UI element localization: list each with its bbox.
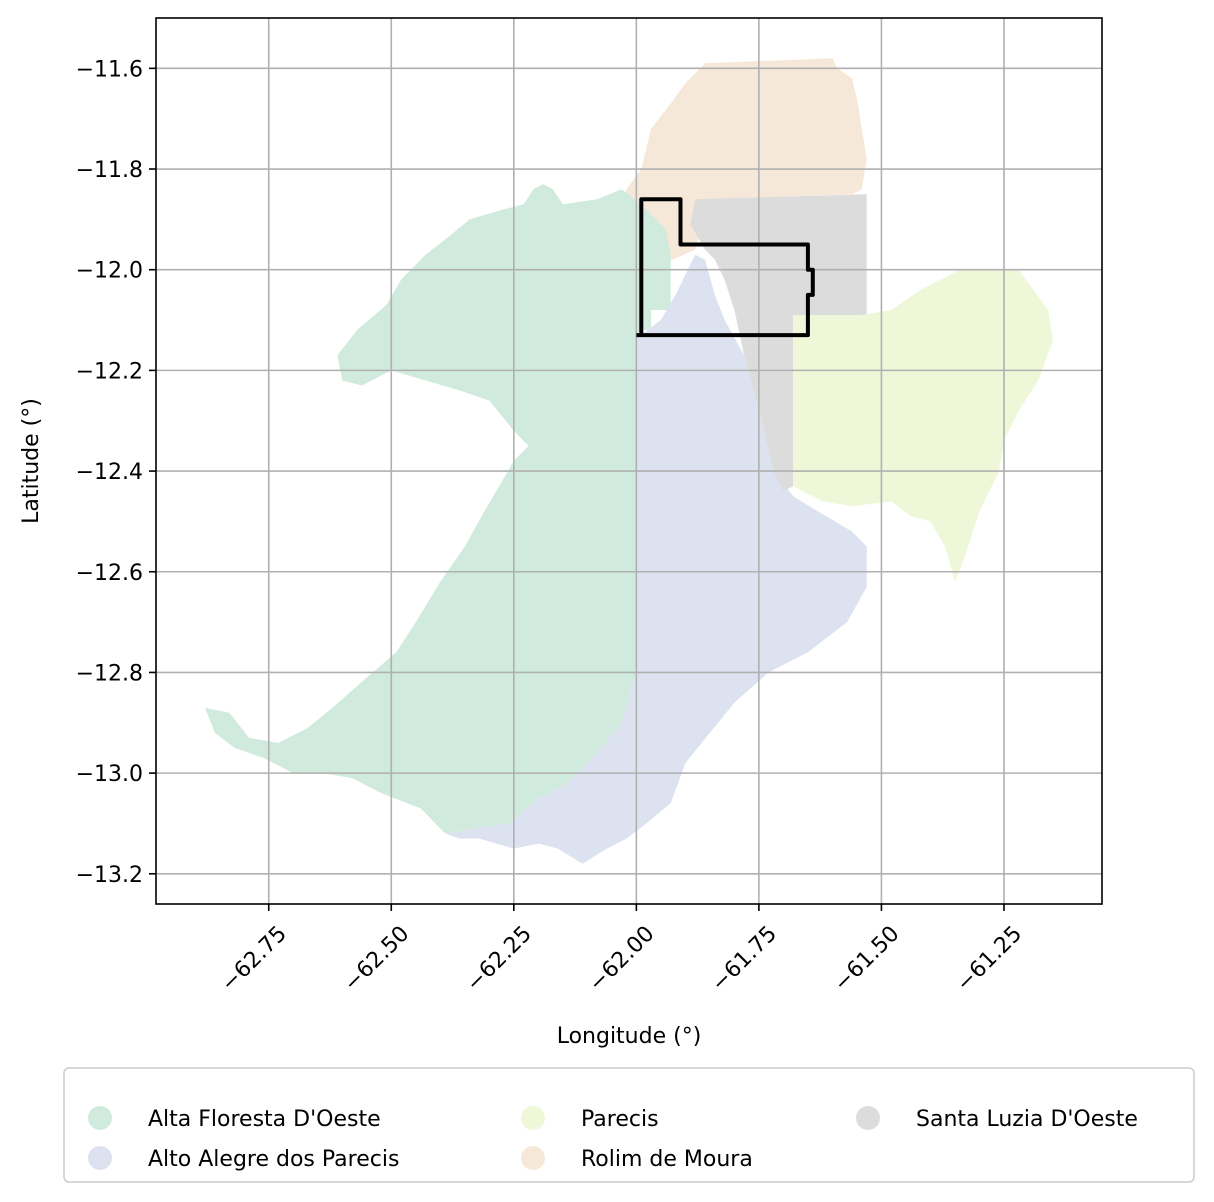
regions-layer <box>205 58 1053 864</box>
x-axis-label: Longitude (°) <box>557 1024 702 1049</box>
y-tick-label: −13.2 <box>76 863 143 888</box>
legend-label-parecis: Parecis <box>581 1107 659 1132</box>
legend-label-alta-floresta-d-oeste: Alta Floresta D'Oeste <box>148 1107 381 1132</box>
legend-box <box>63 1067 1195 1183</box>
legend: Alta Floresta D'Oeste Alto Alegre dos Par… <box>63 1067 1195 1183</box>
region-rolim-de-moura <box>621 58 867 265</box>
legend-label-rolim-de-moura: Rolim de Moura <box>581 1147 753 1172</box>
y-tick-label: −11.6 <box>76 57 143 82</box>
highlight-outline <box>636 197 815 338</box>
x-tick-label: −62.25 <box>462 921 537 996</box>
legend-marker-alta-floresta-d-oeste <box>88 1106 112 1130</box>
x-tick-label: −62.75 <box>217 921 292 996</box>
x-ticks: −62.75 −62.50 −62.25 −62.00 −61.75 −61.50 −61.… <box>217 904 1027 997</box>
highlight-layer <box>636 197 815 338</box>
y-tick-label: −12.4 <box>76 460 143 485</box>
y-axis-label: Latitude (°) <box>19 398 44 524</box>
grid-layer <box>156 18 1102 904</box>
legend-marker-alto-alegre-dos-parecis <box>88 1146 112 1170</box>
y-tick-label: −12.0 <box>76 259 143 284</box>
region-alto-alegre-dos-parecis <box>445 254 867 864</box>
y-tick-label: −13.0 <box>76 762 143 787</box>
y-tick-label: −12.8 <box>76 661 143 686</box>
y-tick-label: −12.6 <box>76 561 143 586</box>
y-tick-label: −11.8 <box>76 158 143 183</box>
region-parecis <box>793 269 1053 582</box>
y-ticks: −11.6 −11.8 −12.0 −12.2 −12.4 −12.6 −12.8 −13.0… <box>76 57 156 888</box>
legend-marker-rolim-de-moura <box>521 1146 545 1170</box>
region-alta-floresta-d-oeste <box>205 184 671 834</box>
legend-label-santa-luzia-d-oeste: Santa Luzia D'Oeste <box>916 1107 1138 1132</box>
x-tick-label: −62.50 <box>339 921 414 996</box>
x-tick-label: −61.75 <box>707 921 782 996</box>
x-tick-label: −61.25 <box>952 921 1027 996</box>
x-tick-label: −62.00 <box>584 921 659 996</box>
y-tick-label: −12.2 <box>76 359 143 384</box>
legend-marker-parecis <box>521 1106 545 1130</box>
legend-label-alto-alegre-dos-parecis: Alto Alegre dos Parecis <box>148 1147 399 1172</box>
x-tick-label: −61.50 <box>829 921 904 996</box>
plot-frame <box>155 17 1103 905</box>
legend-marker-santa-luzia-d-oeste <box>856 1106 880 1130</box>
region-santa-luzia-d-oeste <box>690 194 867 492</box>
